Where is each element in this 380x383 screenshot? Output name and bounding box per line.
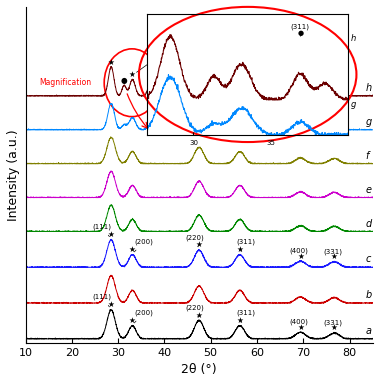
Text: ★: ★ [331,252,338,261]
Text: e: e [366,185,372,195]
Text: ★: ★ [297,81,304,90]
Text: ★: ★ [297,252,304,260]
Text: ★: ★ [196,241,203,249]
Text: ★: ★ [236,75,243,85]
Text: g: g [366,117,372,127]
Text: ★: ★ [331,82,338,90]
Text: (331): (331) [324,320,343,326]
Text: (111): (111) [92,224,111,237]
Text: (200): (200) [134,310,153,323]
Text: ●: ● [251,79,258,88]
X-axis label: 2θ (°): 2θ (°) [181,363,217,376]
Text: (111): (111) [92,294,111,307]
Text: (220): (220) [185,304,204,317]
Text: ●: ● [121,76,127,85]
Text: (400): (400) [289,319,308,326]
Text: ●: ● [183,79,190,88]
Text: ★: ★ [196,73,203,82]
Text: ★: ★ [108,300,115,309]
Text: ★: ★ [108,230,115,239]
Text: (311): (311) [152,64,176,78]
Text: (200): (200) [134,239,153,252]
Text: ★: ★ [196,311,203,320]
Text: a: a [366,326,372,336]
Y-axis label: Intensity (a.u.): Intensity (a.u.) [7,129,20,221]
Text: (400): (400) [188,67,209,82]
Text: ★: ★ [108,57,115,67]
Text: f: f [366,151,369,161]
Text: (311): (311) [236,310,255,322]
Text: ●: ● [278,79,284,88]
Text: h: h [366,83,372,93]
Text: b: b [366,290,372,300]
Text: ★: ★ [129,70,136,79]
Text: (400): (400) [289,248,308,254]
Text: Magnification: Magnification [40,77,92,87]
Text: ●: ● [147,75,154,84]
Text: d: d [366,219,372,229]
Text: (511): (511) [238,68,257,74]
Text: (331): (331) [324,249,343,255]
Text: ★: ★ [297,322,304,332]
Text: c: c [366,254,371,264]
Text: (220): (220) [136,54,167,72]
Text: ★: ★ [331,323,338,332]
Text: (440): (440) [273,69,292,75]
Text: ★: ★ [129,245,136,254]
Text: (220): (220) [185,234,204,247]
Text: (311): (311) [236,239,255,251]
Text: ★: ★ [236,316,243,325]
Text: ★: ★ [129,316,136,325]
Text: ★: ★ [236,245,243,254]
